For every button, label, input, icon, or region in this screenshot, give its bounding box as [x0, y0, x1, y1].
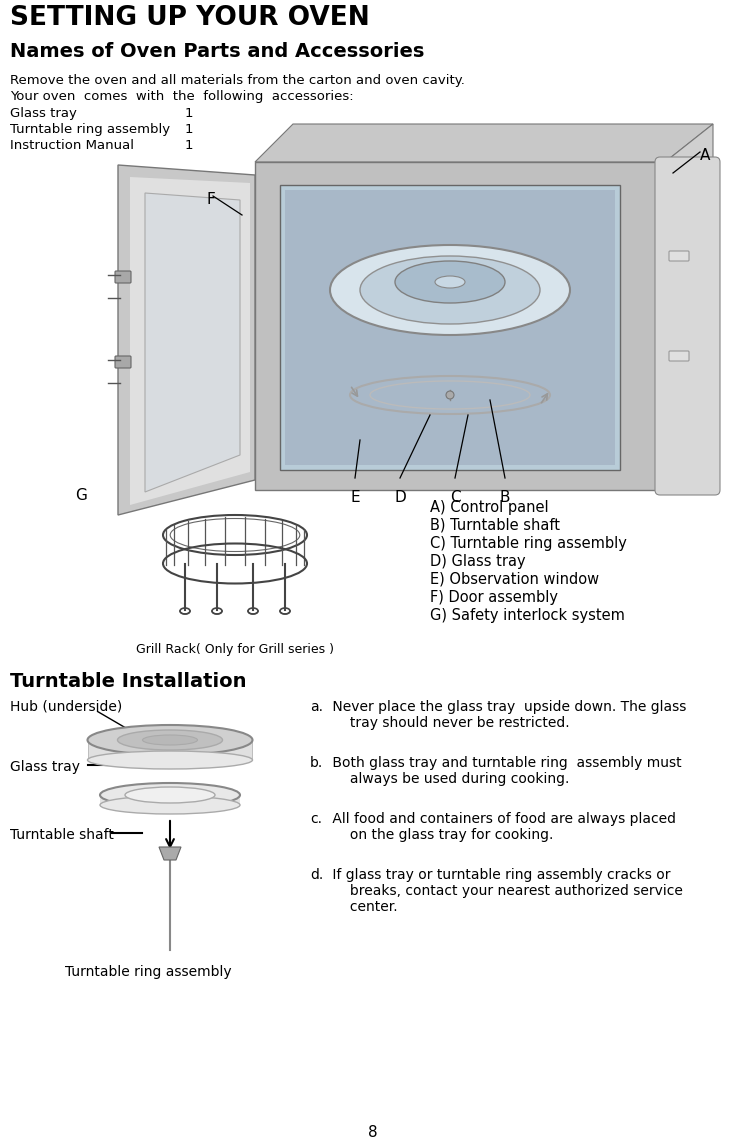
Text: C: C	[450, 490, 460, 505]
Text: C) Turntable ring assembly: C) Turntable ring assembly	[430, 536, 627, 551]
Text: Turntable ring assembly: Turntable ring assembly	[10, 123, 170, 136]
Text: 1: 1	[185, 123, 193, 136]
Text: F: F	[207, 193, 216, 207]
Text: b.: b.	[310, 756, 323, 770]
Text: G: G	[75, 488, 87, 503]
Text: a.: a.	[310, 700, 323, 714]
Polygon shape	[255, 124, 713, 162]
Text: Remove the oven and all materials from the carton and oven cavity.: Remove the oven and all materials from t…	[10, 74, 465, 87]
FancyBboxPatch shape	[669, 351, 689, 361]
Text: c.: c.	[310, 813, 322, 826]
Ellipse shape	[395, 261, 505, 303]
Ellipse shape	[100, 796, 240, 814]
Text: Turntable shaft: Turntable shaft	[10, 829, 114, 842]
FancyBboxPatch shape	[285, 190, 615, 465]
Text: D: D	[394, 490, 406, 505]
Text: 1: 1	[185, 107, 193, 120]
Polygon shape	[159, 847, 181, 860]
Text: Your oven  comes  with  the  following  accessories:: Your oven comes with the following acces…	[10, 91, 354, 103]
Text: Glass tray: Glass tray	[10, 107, 77, 120]
FancyBboxPatch shape	[655, 157, 720, 495]
Text: A) Control panel: A) Control panel	[430, 500, 548, 515]
Text: Grill Rack( Only for Grill series ): Grill Rack( Only for Grill series )	[136, 643, 334, 656]
FancyBboxPatch shape	[669, 251, 689, 261]
Text: Never place the glass tray  upside down. The glass: Never place the glass tray upside down. …	[328, 700, 686, 714]
Text: If glass tray or turntable ring assembly cracks or: If glass tray or turntable ring assembly…	[328, 868, 671, 882]
Ellipse shape	[100, 783, 240, 807]
Text: Turntable Installation: Turntable Installation	[10, 672, 246, 691]
Polygon shape	[665, 124, 713, 490]
Polygon shape	[88, 740, 252, 760]
Text: Names of Oven Parts and Accessories: Names of Oven Parts and Accessories	[10, 42, 424, 61]
Text: All food and containers of food are always placed: All food and containers of food are alwa…	[328, 813, 676, 826]
Text: A: A	[700, 148, 710, 163]
Text: breaks, contact your nearest authorized service: breaks, contact your nearest authorized …	[328, 884, 683, 898]
Ellipse shape	[87, 725, 252, 755]
Text: on the glass tray for cooking.: on the glass tray for cooking.	[328, 829, 554, 842]
Ellipse shape	[125, 787, 215, 803]
Polygon shape	[118, 165, 255, 515]
FancyBboxPatch shape	[280, 185, 620, 470]
Text: E: E	[350, 490, 360, 505]
Ellipse shape	[330, 245, 570, 335]
Ellipse shape	[446, 391, 454, 399]
FancyBboxPatch shape	[115, 270, 131, 283]
FancyBboxPatch shape	[100, 795, 240, 804]
Text: Turntable ring assembly: Turntable ring assembly	[65, 965, 231, 979]
Ellipse shape	[360, 256, 540, 324]
FancyBboxPatch shape	[255, 162, 665, 490]
Text: Both glass tray and turntable ring  assembly must: Both glass tray and turntable ring assem…	[328, 756, 682, 770]
Polygon shape	[145, 193, 240, 492]
Text: center.: center.	[328, 900, 398, 915]
Ellipse shape	[142, 735, 198, 745]
Text: D) Glass tray: D) Glass tray	[430, 554, 526, 570]
Text: Glass tray: Glass tray	[10, 760, 80, 774]
Polygon shape	[130, 176, 250, 505]
Text: always be used during cooking.: always be used during cooking.	[328, 772, 569, 786]
Text: E) Observation window: E) Observation window	[430, 572, 599, 587]
Text: B) Turntable shaft: B) Turntable shaft	[430, 518, 560, 533]
Text: Instruction Manual: Instruction Manual	[10, 139, 134, 152]
Text: F) Door assembly: F) Door assembly	[430, 590, 558, 605]
Ellipse shape	[435, 276, 465, 288]
Ellipse shape	[87, 751, 252, 769]
Ellipse shape	[118, 730, 222, 749]
FancyBboxPatch shape	[115, 356, 131, 368]
Text: d.: d.	[310, 868, 323, 882]
Text: tray should never be restricted.: tray should never be restricted.	[328, 716, 570, 730]
Text: 1: 1	[185, 139, 193, 152]
Text: 8: 8	[369, 1125, 377, 1140]
Text: G) Safety interlock system: G) Safety interlock system	[430, 609, 625, 623]
Text: B: B	[500, 490, 510, 505]
Text: SETTING UP YOUR OVEN: SETTING UP YOUR OVEN	[10, 5, 370, 31]
Text: Hub (underside): Hub (underside)	[10, 700, 122, 714]
